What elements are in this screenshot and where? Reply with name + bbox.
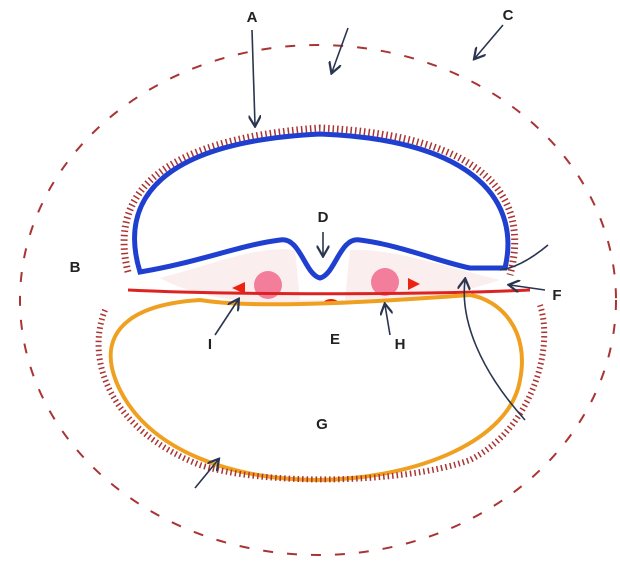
cell-layer-bottom: [95, 304, 548, 483]
label: C: [503, 7, 514, 24]
label: D: [318, 209, 329, 226]
label: I: [208, 336, 212, 353]
arrow-c: [475, 24, 504, 58]
cluster-right: [371, 268, 399, 296]
arrow-top: [332, 27, 349, 72]
label: B: [70, 259, 81, 276]
label: E: [330, 331, 340, 348]
arrow-f-upper: [499, 244, 549, 271]
label: F: [552, 287, 561, 304]
yolk-sac: [108, 292, 524, 483]
arrow-f: [510, 285, 546, 290]
arrow-long: [464, 280, 526, 421]
label: A: [247, 9, 258, 26]
cell-layer-top: [120, 124, 519, 276]
arrow-a: [252, 29, 255, 125]
mark-left: [232, 282, 245, 294]
arrow-i: [214, 300, 238, 336]
label: H: [395, 336, 406, 353]
red-band: [127, 288, 531, 296]
upper-cavity: [132, 131, 511, 281]
outer-membrane: [19, 44, 617, 556]
arrow-h: [385, 305, 390, 336]
mark-right: [408, 278, 420, 290]
arrow-bottom: [194, 460, 218, 489]
label: G: [316, 416, 328, 433]
